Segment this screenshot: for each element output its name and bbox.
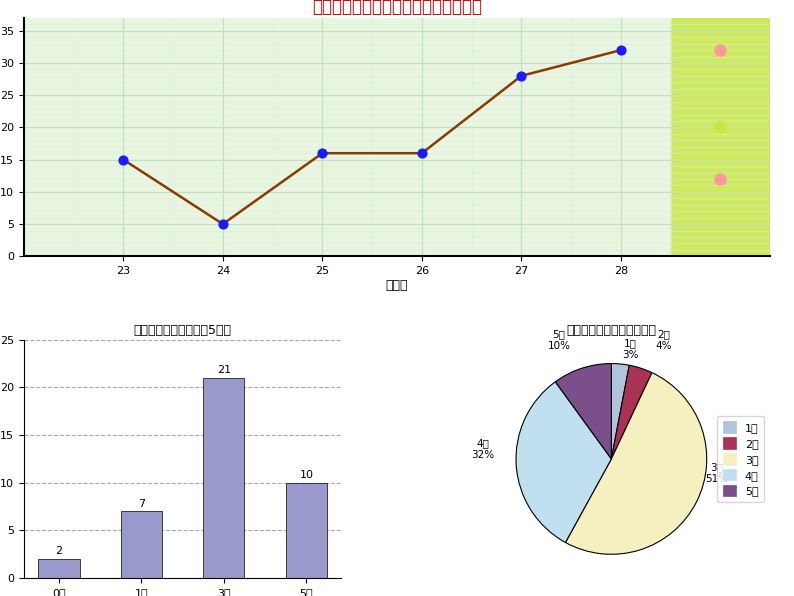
Bar bbox=[203, 378, 245, 578]
Title: 某题的得分情况（满分5分）: 某题的得分情况（满分5分） bbox=[133, 324, 232, 337]
Point bbox=[515, 71, 528, 80]
Point bbox=[415, 148, 428, 158]
Text: 10: 10 bbox=[299, 470, 314, 480]
Point bbox=[615, 45, 627, 55]
Wedge shape bbox=[555, 364, 611, 459]
Wedge shape bbox=[611, 365, 652, 459]
Wedge shape bbox=[565, 372, 707, 554]
Text: 7: 7 bbox=[138, 498, 145, 508]
Text: 3分
51%: 3分 51% bbox=[705, 462, 728, 484]
Title: 学生给学校食堂的打分情况: 学生给学校食堂的打分情况 bbox=[566, 324, 657, 337]
Bar bbox=[38, 559, 79, 578]
Bar bbox=[121, 511, 162, 578]
Text: 2: 2 bbox=[56, 546, 63, 556]
Bar bbox=[671, 18, 770, 256]
Bar bbox=[286, 483, 327, 578]
Title: 中国参加历届奥运会获得金牌数量情况: 中国参加历届奥运会获得金牌数量情况 bbox=[312, 0, 482, 16]
Legend: 1分, 2分, 3分, 4分, 5分: 1分, 2分, 3分, 4分, 5分 bbox=[717, 416, 764, 502]
Point bbox=[316, 148, 329, 158]
Wedge shape bbox=[611, 364, 630, 459]
Text: 4分
32%: 4分 32% bbox=[471, 439, 494, 460]
Text: 21: 21 bbox=[217, 365, 231, 375]
Point bbox=[217, 219, 229, 229]
Point bbox=[117, 155, 129, 164]
Text: 5分
10%: 5分 10% bbox=[547, 329, 570, 350]
Text: 1分
3%: 1分 3% bbox=[622, 339, 638, 360]
Text: 2分
4%: 2分 4% bbox=[656, 329, 672, 350]
Wedge shape bbox=[516, 382, 611, 542]
X-axis label: （届）: （届） bbox=[386, 279, 408, 292]
